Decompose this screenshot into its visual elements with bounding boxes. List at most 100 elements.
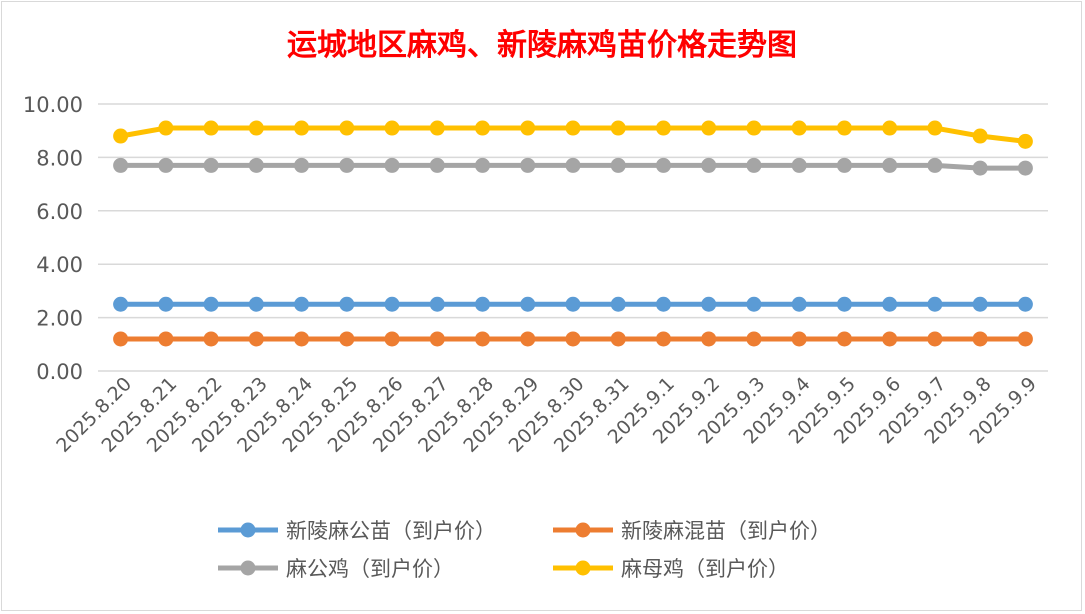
- legend-marker: [240, 560, 256, 576]
- data-point: [1017, 331, 1033, 347]
- data-point: [203, 296, 219, 312]
- data-point: [836, 296, 852, 312]
- y-tick-label: 0.00: [36, 360, 83, 384]
- data-point: [610, 120, 626, 136]
- data-point: [113, 331, 129, 347]
- data-point: [158, 296, 174, 312]
- data-point: [294, 157, 310, 173]
- data-point: [565, 120, 581, 136]
- data-point: [384, 157, 400, 173]
- data-point: [655, 331, 671, 347]
- data-point: [520, 296, 536, 312]
- data-point: [113, 296, 129, 312]
- data-point: [565, 331, 581, 347]
- data-point: [655, 120, 671, 136]
- data-point: [475, 296, 491, 312]
- legend-item: 麻母鸡（到户价）: [553, 557, 789, 581]
- data-point: [248, 120, 264, 136]
- series-3: [113, 120, 1033, 149]
- data-point: [655, 296, 671, 312]
- data-point: [791, 296, 807, 312]
- data-point: [339, 120, 355, 136]
- series-1: [113, 331, 1033, 347]
- data-point: [429, 296, 445, 312]
- chart-title: 运城地区麻鸡、新陵麻鸡苗价格走势图: [287, 28, 797, 63]
- legend-item: 新陵麻公苗（到户价）: [218, 519, 496, 543]
- legend-marker: [240, 522, 256, 538]
- data-point: [701, 296, 717, 312]
- data-point: [158, 157, 174, 173]
- data-point: [882, 296, 898, 312]
- data-point: [746, 331, 762, 347]
- data-point: [746, 157, 762, 173]
- data-point: [475, 331, 491, 347]
- data-point: [882, 331, 898, 347]
- legend-item: 新陵麻混苗（到户价）: [553, 519, 831, 543]
- y-tick-label: 8.00: [36, 146, 83, 170]
- data-point: [248, 157, 264, 173]
- series-2: [113, 157, 1033, 176]
- y-tick-label: 4.00: [36, 253, 83, 277]
- data-point: [294, 296, 310, 312]
- data-point: [791, 120, 807, 136]
- data-point: [113, 128, 129, 144]
- data-point: [384, 120, 400, 136]
- data-point: [520, 120, 536, 136]
- data-point: [701, 157, 717, 173]
- data-point: [203, 120, 219, 136]
- data-point: [248, 296, 264, 312]
- data-point: [927, 331, 943, 347]
- data-point: [836, 331, 852, 347]
- data-point: [203, 157, 219, 173]
- legend-label: 新陵麻混苗（到户价）: [621, 519, 831, 543]
- data-point: [1017, 133, 1033, 149]
- y-tick-label: 2.00: [36, 307, 83, 331]
- legend-item: 麻公鸡（到户价）: [218, 557, 454, 581]
- data-point: [972, 331, 988, 347]
- data-point: [746, 296, 762, 312]
- data-point: [520, 157, 536, 173]
- data-point: [339, 331, 355, 347]
- data-point: [475, 157, 491, 173]
- data-point: [384, 296, 400, 312]
- data-point: [429, 157, 445, 173]
- data-point: [610, 331, 626, 347]
- data-point: [701, 331, 717, 347]
- legend-marker: [575, 522, 591, 538]
- data-point: [339, 296, 355, 312]
- data-point: [565, 296, 581, 312]
- data-point: [294, 120, 310, 136]
- y-tick-label: 10.00: [23, 93, 83, 117]
- data-point: [972, 128, 988, 144]
- data-point: [610, 157, 626, 173]
- legend-label: 新陵麻公苗（到户价）: [286, 519, 496, 543]
- data-point: [429, 120, 445, 136]
- data-point: [791, 157, 807, 173]
- data-point: [701, 120, 717, 136]
- data-point: [791, 331, 807, 347]
- data-point: [972, 160, 988, 176]
- data-point: [248, 331, 264, 347]
- data-point: [1017, 160, 1033, 176]
- data-point: [520, 331, 536, 347]
- data-point: [836, 157, 852, 173]
- data-point: [158, 120, 174, 136]
- data-point: [836, 120, 852, 136]
- data-point: [882, 157, 898, 173]
- data-point: [927, 296, 943, 312]
- data-point: [429, 331, 445, 347]
- data-point: [475, 120, 491, 136]
- y-tick-label: 6.00: [36, 200, 83, 224]
- data-point: [203, 331, 219, 347]
- data-point: [972, 296, 988, 312]
- legend-label: 麻公鸡（到户价）: [286, 557, 454, 581]
- data-point: [927, 120, 943, 136]
- data-point: [294, 331, 310, 347]
- data-point: [565, 157, 581, 173]
- legend-label: 麻母鸡（到户价）: [621, 557, 789, 581]
- data-point: [339, 157, 355, 173]
- data-point: [882, 120, 898, 136]
- data-point: [1017, 296, 1033, 312]
